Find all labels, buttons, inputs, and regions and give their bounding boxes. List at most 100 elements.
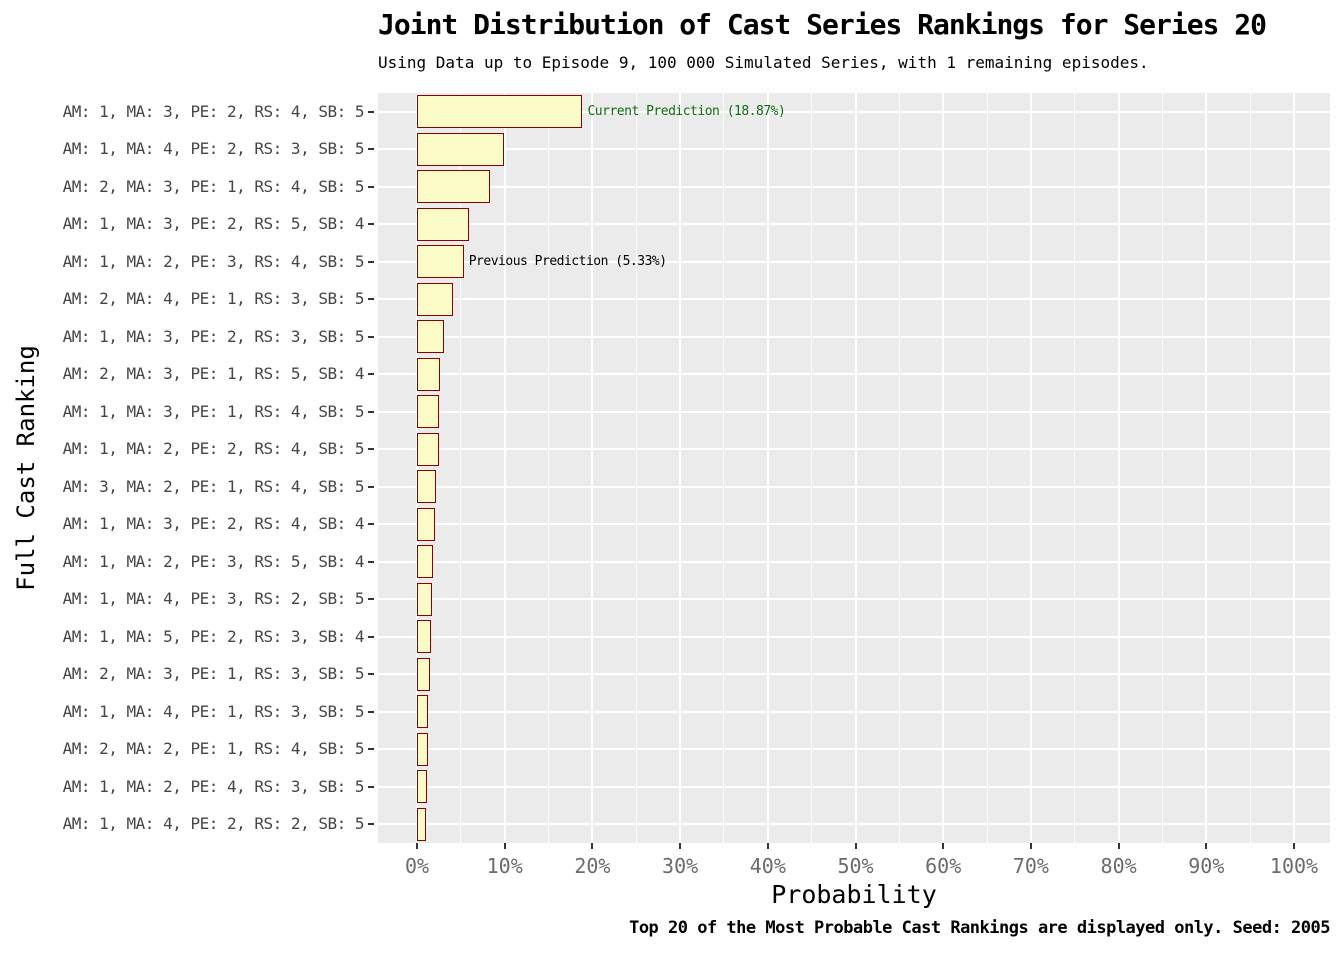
y-axis-label: AM: 1, MA: 4, PE: 1, RS: 3, SB: 5 [62, 701, 365, 721]
y-axis-label: AM: 1, MA: 3, PE: 2, RS: 4, SB: 4 [62, 514, 365, 534]
x-axis-tick [766, 843, 769, 849]
gridline-vertical-major [766, 93, 769, 843]
gridline-vertical-major [416, 93, 418, 843]
x-axis-tick [1117, 843, 1120, 849]
gridline-vertical-minor [1074, 93, 1076, 843]
y-axis-tick [368, 298, 374, 301]
y-axis-label: AM: 1, MA: 3, PE: 2, RS: 4, SB: 5 [62, 101, 365, 121]
gridline-horizontal [378, 523, 1330, 526]
prediction-annotation: Previous Prediction (5.33%) [468, 253, 667, 269]
gridline-horizontal [378, 748, 1330, 751]
gridline-horizontal [378, 560, 1330, 563]
gridline-horizontal [378, 823, 1330, 826]
gridline-vertical-major [942, 93, 945, 843]
probability-bar [417, 807, 427, 841]
gridline-vertical-minor [723, 93, 725, 843]
gridline-horizontal [378, 410, 1330, 413]
probability-bar [417, 282, 453, 316]
gridline-horizontal [378, 185, 1330, 188]
probability-bar [417, 432, 439, 466]
probability-bar [417, 395, 440, 429]
y-axis-label: AM: 1, MA: 5, PE: 2, RS: 3, SB: 4 [62, 626, 365, 646]
gridline-vertical-major [503, 93, 506, 843]
gridline-vertical-major [1205, 93, 1208, 843]
y-axis-tick [368, 110, 374, 113]
y-axis-label: AM: 3, MA: 2, PE: 1, RS: 4, SB: 5 [62, 476, 365, 496]
probability-bar [417, 245, 464, 279]
y-axis-tick [368, 823, 374, 826]
x-axis-tick-label: 10% [486, 854, 523, 878]
y-axis-label: AM: 1, MA: 4, PE: 3, RS: 2, SB: 5 [62, 589, 365, 609]
y-axis-tick [368, 448, 374, 451]
gridline-vertical-major [1293, 93, 1295, 843]
x-axis-tick [679, 843, 682, 849]
x-axis-tick [942, 843, 945, 849]
gridline-vertical-minor [986, 93, 988, 843]
probability-bar [417, 132, 504, 166]
probability-bar [417, 507, 435, 541]
y-axis-tick [368, 635, 374, 638]
probability-bar [417, 657, 430, 691]
x-axis-tick-label: 40% [749, 854, 786, 878]
y-axis-label: AM: 2, MA: 3, PE: 1, RS: 3, SB: 5 [62, 664, 365, 684]
probability-bar [417, 770, 427, 804]
gridline-vertical-minor [898, 93, 900, 843]
gridline-horizontal [378, 148, 1330, 151]
y-axis-label: AM: 1, MA: 2, PE: 3, RS: 5, SB: 4 [62, 551, 365, 571]
y-axis-label: AM: 1, MA: 4, PE: 2, RS: 3, SB: 5 [62, 139, 365, 159]
gridline-horizontal [378, 598, 1330, 601]
y-axis-tick [368, 260, 374, 263]
y-axis-label: AM: 2, MA: 2, PE: 1, RS: 4, SB: 5 [62, 739, 365, 759]
plot-panel: Current Prediction (18.87%) Previous Pred… [378, 93, 1330, 843]
gridline-vertical-major [854, 93, 857, 843]
y-axis-label: AM: 2, MA: 4, PE: 1, RS: 3, SB: 5 [62, 289, 365, 309]
gridline-vertical-minor [811, 93, 813, 843]
x-axis-tick-label: 70% [1012, 854, 1049, 878]
x-axis-tick-label: 100% [1269, 854, 1319, 878]
gridline-horizontal [378, 373, 1330, 376]
gridline-horizontal [378, 110, 1330, 113]
gridline-horizontal [378, 223, 1330, 226]
y-axis-tick [368, 410, 374, 413]
y-axis-tick [368, 673, 374, 676]
gridline-horizontal [378, 635, 1330, 638]
x-axis-tick-label: 50% [837, 854, 874, 878]
y-axis-tick [368, 710, 374, 713]
gridline-vertical-minor [460, 93, 462, 843]
x-axis-tick-label: 0% [404, 854, 430, 878]
x-axis-title: Probability [771, 880, 937, 909]
gridline-vertical-minor [635, 93, 637, 843]
chart-subtitle: Using Data up to Episode 9, 100 000 Simu… [378, 53, 1149, 72]
y-axis-tick [368, 748, 374, 751]
gridline-vertical-minor [1249, 93, 1251, 843]
y-axis-tick [368, 373, 374, 376]
x-axis-tick [503, 843, 506, 849]
y-axis-tick [368, 785, 374, 788]
probability-bar [417, 695, 428, 729]
probability-bar [417, 732, 428, 766]
gridline-horizontal [378, 260, 1330, 263]
probability-bar [417, 582, 433, 616]
prediction-annotation: Current Prediction (18.87%) [587, 103, 786, 119]
y-axis-tick [368, 185, 374, 188]
chart-title: Joint Distribution of Cast Series Rankin… [378, 8, 1267, 41]
y-axis-label: AM: 1, MA: 4, PE: 2, RS: 2, SB: 5 [62, 814, 365, 834]
x-axis-tick-label: 20% [574, 854, 611, 878]
gridline-horizontal [378, 710, 1330, 713]
gridline-horizontal [378, 485, 1330, 488]
probability-bar [417, 545, 434, 579]
x-axis-tick [591, 843, 594, 849]
gridline-vertical-major [1117, 93, 1120, 843]
y-axis-label: AM: 2, MA: 3, PE: 1, RS: 4, SB: 5 [62, 176, 365, 196]
y-axis-tick [368, 485, 374, 488]
y-axis-label: AM: 1, MA: 3, PE: 1, RS: 4, SB: 5 [62, 401, 365, 421]
y-axis-label: AM: 1, MA: 2, PE: 2, RS: 4, SB: 5 [62, 439, 365, 459]
probability-bar [417, 470, 436, 504]
gridline-vertical-minor [548, 93, 550, 843]
x-axis-tick-label: 30% [662, 854, 699, 878]
x-axis-tick-label: 60% [925, 854, 962, 878]
gridline-vertical-major [679, 93, 682, 843]
gridline-horizontal [378, 448, 1330, 451]
x-axis-tick [1205, 843, 1208, 849]
